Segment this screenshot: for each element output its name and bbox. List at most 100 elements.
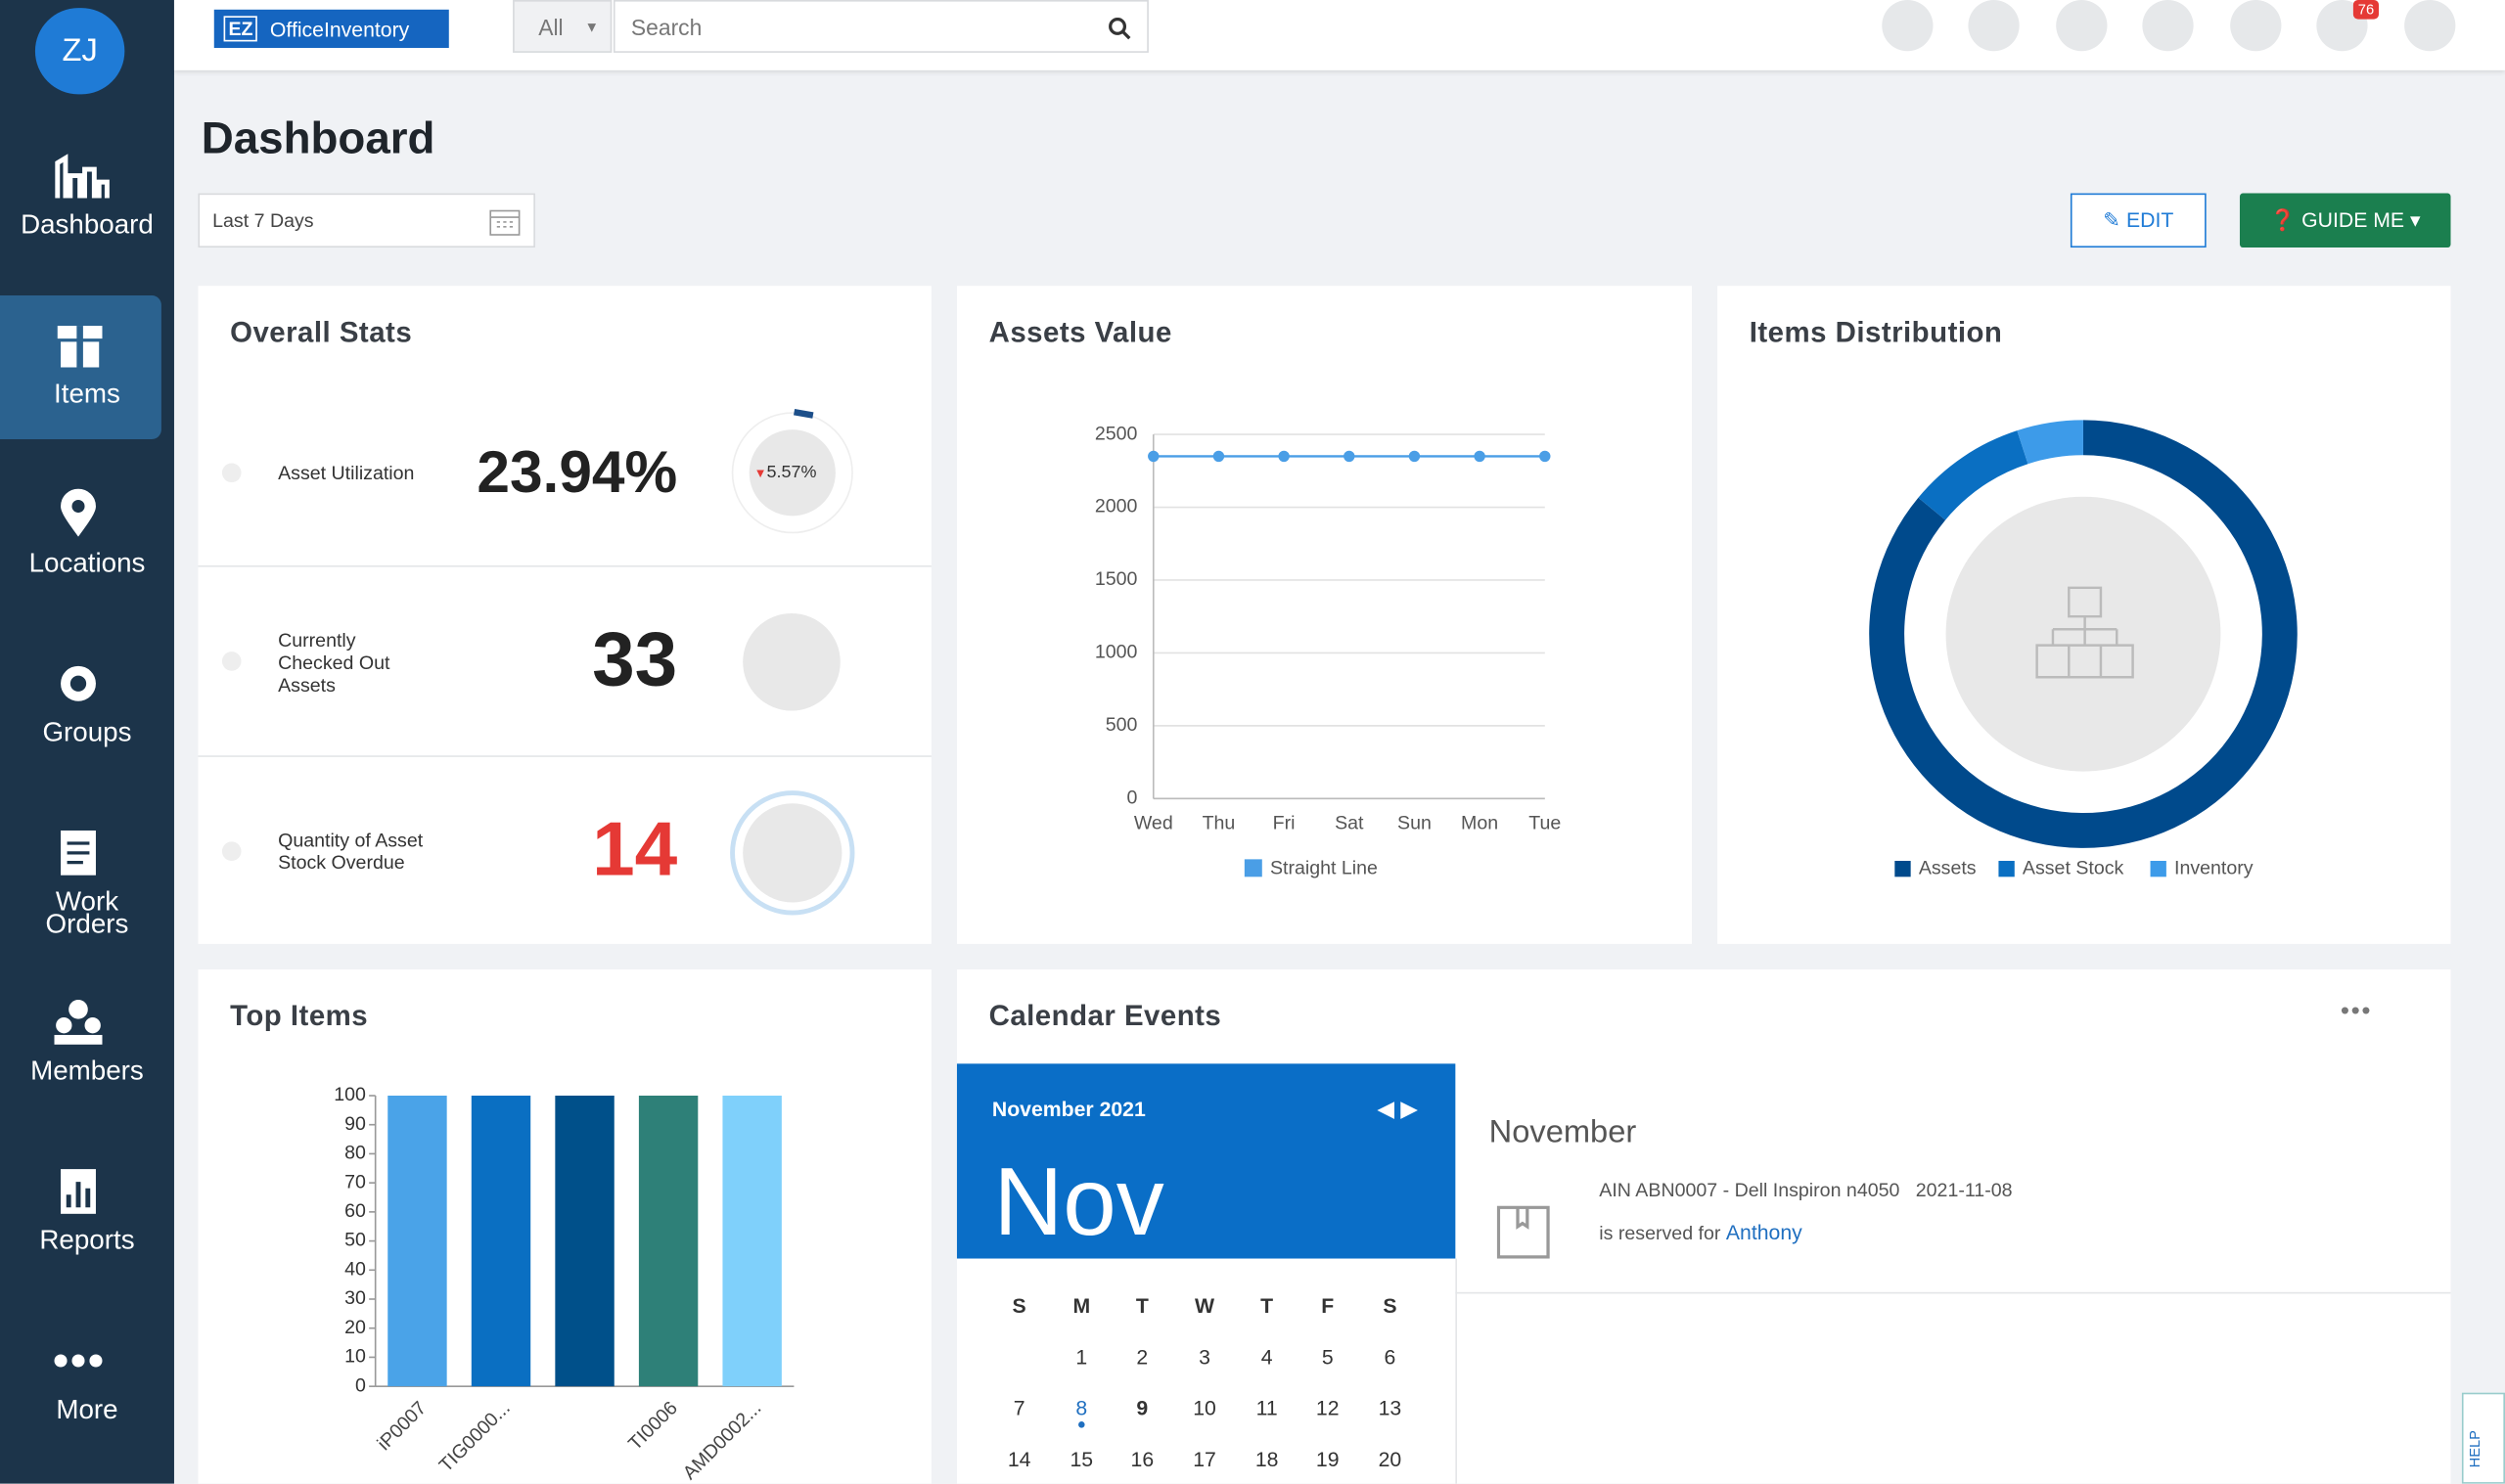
nav-locations[interactable]: Locations	[0, 488, 174, 585]
y-tick-label: 30	[344, 1287, 366, 1309]
nav-members[interactable]: Members	[0, 997, 174, 1093]
icon	[54, 1000, 103, 1045]
day[interactable]: 14	[1007, 1447, 1031, 1471]
day[interactable]: 3	[1199, 1344, 1210, 1370]
guide-label: GUIDE ME	[2301, 207, 2405, 232]
x-tick-label: TIG0000...	[435, 1397, 515, 1476]
search-scope[interactable]: All ▼	[513, 0, 613, 53]
nav-dashboard[interactable]: Dashboard	[0, 150, 174, 246]
icon	[61, 830, 96, 876]
day[interactable]: 2	[1136, 1344, 1149, 1370]
card-title: Items Distribution	[1749, 316, 2003, 348]
legend-swatch	[1998, 860, 2015, 877]
reserved-text: is reserved for	[1599, 1221, 1721, 1244]
card-title: Overall Stats	[230, 316, 413, 348]
event-text: AIN ABN0007 - Dell Inspiron n4050	[1599, 1178, 1900, 1201]
day[interactable]: 13	[1378, 1395, 1402, 1420]
nav-reports[interactable]: Reports	[0, 1166, 174, 1262]
y-tick-label: 2000	[1095, 496, 1138, 517]
stat-value: 14	[592, 808, 678, 893]
y-tick-label: 1500	[1095, 568, 1138, 590]
sidebar: ZJ Dashboard Items Locations Groups Work…	[0, 0, 174, 1484]
x-tick-label: Tue	[1528, 813, 1561, 834]
day[interactable]: 11	[1255, 1395, 1278, 1420]
point	[1539, 450, 1551, 463]
day[interactable]: 6	[1384, 1344, 1396, 1370]
y-tick-label: 0	[1127, 787, 1138, 808]
day[interactable]: 12	[1315, 1395, 1340, 1420]
bar	[638, 1095, 699, 1387]
assets-value-card: Assets Value	[956, 286, 1692, 944]
logo-badge: EZ	[223, 16, 258, 42]
x-tick-label: Sat	[1335, 813, 1364, 834]
day[interactable]: 19	[1315, 1447, 1340, 1471]
x-tick-label: iP0007	[374, 1397, 432, 1455]
nav-items[interactable]: Items	[0, 320, 174, 416]
calendar-icon[interactable]	[2142, 0, 2194, 52]
legend-label: Inventory	[2174, 857, 2254, 878]
icon	[54, 1354, 103, 1368]
day[interactable]: 8	[1058, 1396, 1106, 1428]
day[interactable]: 9	[1136, 1395, 1149, 1420]
avatar[interactable]: ZJ	[34, 8, 125, 95]
weekday: T	[1260, 1293, 1274, 1318]
help-icon[interactable]	[2404, 0, 2456, 52]
date-range[interactable]: Last 7 Days	[198, 193, 535, 248]
settings-icon[interactable]	[2056, 0, 2108, 52]
y-tick-label: 0	[355, 1374, 366, 1396]
icon	[61, 488, 96, 537]
day[interactable]: 5	[1321, 1344, 1334, 1370]
bar	[555, 1095, 615, 1387]
history-icon[interactable]	[1882, 0, 1934, 52]
event-icon	[1496, 1205, 1550, 1259]
stat-label: Quantity of Asset Stock Overdue	[278, 829, 424, 875]
nav-more[interactable]: More	[0, 1335, 174, 1431]
y-tick-label: 50	[344, 1230, 366, 1251]
day[interactable]: 17	[1193, 1447, 1216, 1471]
active-nav-bg	[0, 295, 161, 439]
cart-icon[interactable]	[2230, 0, 2282, 52]
nav-label: Groups	[42, 717, 132, 748]
topbar: EZ OfficeInventory All ▼ Search 76	[173, 0, 2505, 70]
weekday: M	[1072, 1293, 1091, 1318]
month-nav[interactable]: ◀ ▶	[1377, 1095, 1418, 1122]
day[interactable]: 4	[1260, 1344, 1273, 1370]
stat-change: ▼5.57%	[753, 463, 817, 483]
search-input[interactable]: Search	[613, 0, 1149, 53]
change-text: 5.57%	[766, 463, 817, 483]
x-tick-label: Thu	[1203, 813, 1236, 834]
nav-label: Dashboard	[21, 208, 154, 240]
day[interactable]: 10	[1193, 1395, 1216, 1420]
month-label: November 2021	[991, 1097, 1146, 1122]
legend-swatch	[1244, 859, 1262, 877]
day[interactable]: 1	[1075, 1344, 1088, 1370]
event-person[interactable]: Anthony	[1725, 1220, 1802, 1244]
day[interactable]: 16	[1130, 1447, 1155, 1471]
edit-button[interactable]: ✎ EDIT	[2070, 193, 2207, 248]
x-tick-label: Fri	[1273, 813, 1296, 834]
icon	[61, 1169, 96, 1214]
day[interactable]: 20	[1378, 1447, 1402, 1471]
logo[interactable]: EZ OfficeInventory	[213, 9, 449, 48]
add-icon[interactable]	[1968, 0, 2020, 52]
weekday: W	[1194, 1293, 1215, 1318]
icon	[55, 154, 110, 199]
nav-work-orders[interactable]: Work Orders	[0, 828, 174, 939]
y-tick-label: 500	[1106, 714, 1138, 736]
date-range-text: Last 7 Days	[212, 208, 314, 232]
help-tab[interactable]: HELP	[2461, 1392, 2505, 1484]
day[interactable]: 18	[1254, 1447, 1279, 1471]
day[interactable]: 15	[1070, 1447, 1094, 1471]
legend-label: Assets	[1919, 857, 1977, 878]
edit-label: EDIT	[2125, 207, 2174, 232]
card-title: Top Items	[230, 1000, 369, 1032]
guide-button[interactable]: ❓ GUIDE ME ▾	[2239, 193, 2451, 248]
menu-dots[interactable]: •••	[2340, 998, 2373, 1026]
search-placeholder: Search	[630, 14, 703, 40]
day[interactable]: 7	[1013, 1395, 1025, 1420]
nav-groups[interactable]: Groups	[0, 658, 174, 754]
donut-center	[1945, 496, 2221, 772]
y-tick-label: 70	[344, 1171, 366, 1192]
